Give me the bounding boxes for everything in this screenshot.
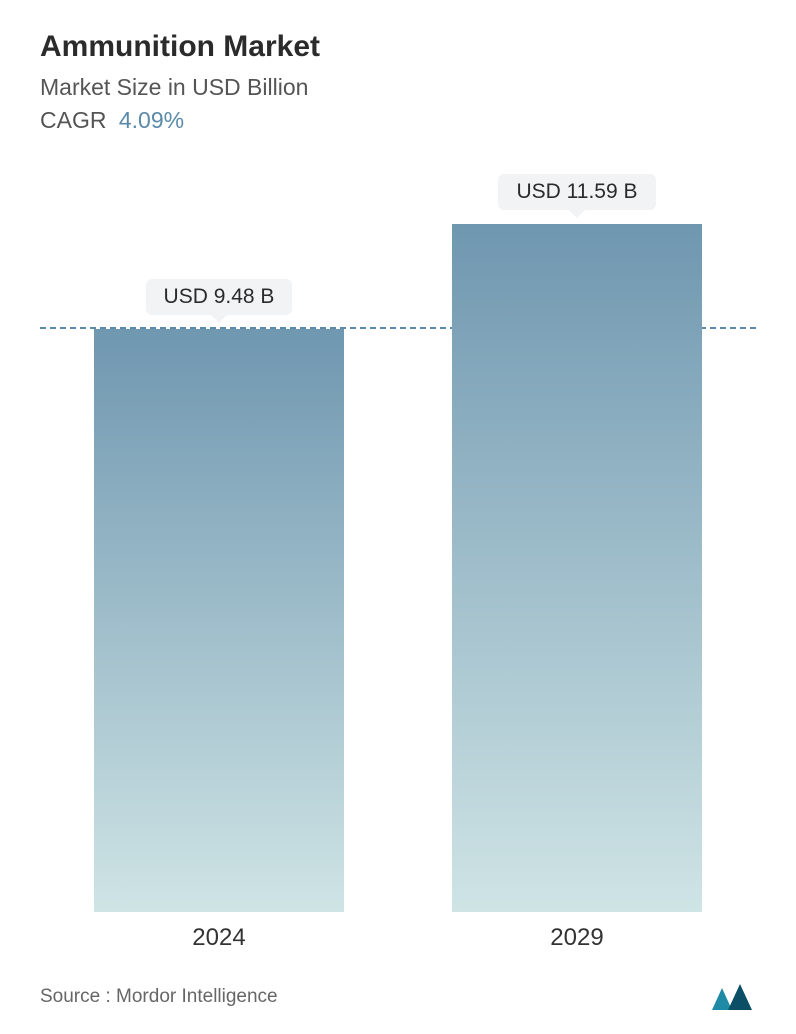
- bar-rect: [94, 329, 344, 912]
- x-axis-labels: 2024 2029: [40, 924, 756, 952]
- chart-subtitle: Market Size in USD Billion: [40, 74, 756, 101]
- bar-group: USD 11.59 B: [452, 174, 702, 912]
- x-axis-label: 2024: [94, 924, 344, 952]
- mordor-logo-icon: [708, 980, 756, 1014]
- chart-title: Ammunition Market: [40, 30, 756, 64]
- footer: Source : Mordor Intelligence: [40, 962, 756, 1014]
- bar-value-label: USD 11.59 B: [498, 174, 655, 210]
- bar-value-label: USD 9.48 B: [146, 279, 293, 315]
- bar-group: USD 9.48 B: [94, 174, 344, 912]
- cagr-value: 4.09%: [119, 107, 184, 133]
- chart-area: USD 9.48 B USD 11.59 B 2024 2029: [40, 174, 756, 952]
- header: Ammunition Market Market Size in USD Bil…: [40, 30, 756, 134]
- cagr-label: CAGR: [40, 107, 106, 133]
- bars-container: USD 9.48 B USD 11.59 B: [40, 174, 756, 912]
- cagr-line: CAGR 4.09%: [40, 107, 756, 134]
- bar-rect: [452, 224, 702, 912]
- source-text: Source : Mordor Intelligence: [40, 986, 278, 1008]
- chart-card: Ammunition Market Market Size in USD Bil…: [0, 0, 796, 1034]
- x-axis-label: 2029: [452, 924, 702, 952]
